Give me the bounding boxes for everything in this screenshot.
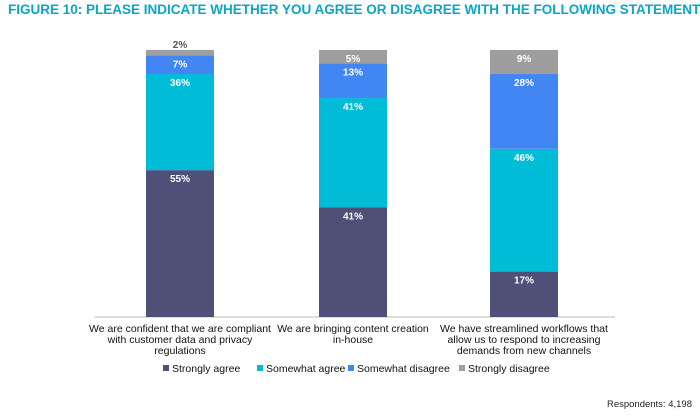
bar-segment-somewhat-disagree-2 — [319, 63, 387, 99]
data-label-strongly-agree-2: 41% — [343, 212, 363, 223]
data-label-somewhat-agree-2: 41% — [343, 102, 363, 113]
bar-segment-somewhat-agree-1 — [146, 74, 214, 171]
legend: Strongly agree Somewhat agree Somewhat dis… — [163, 363, 550, 375]
category-label-3: We have streamlined workflows that allow … — [440, 323, 608, 357]
data-label-somewhat-disagree-1: 7% — [173, 59, 188, 70]
data-label-strongly-disagree-1: 2% — [173, 40, 188, 51]
bar-segment-strongly-disagree-3 — [490, 50, 558, 75]
data-label-somewhat-agree-3: 46% — [514, 153, 534, 164]
data-label-strongly-agree-1: 55% — [170, 174, 190, 185]
chart-title: FIGURE 10: PLEASE INDICATE WHETHER YOU A… — [8, 2, 700, 17]
bar-segment-somewhat-agree-2 — [319, 98, 387, 208]
bar-segment-somewhat-agree-3 — [490, 148, 558, 272]
legend-label-strongly-agree: Strongly agree — [172, 363, 240, 375]
bar-segment-strongly-agree-1 — [146, 170, 214, 317]
category-label-2: We are bringing content creation in-house — [277, 323, 429, 346]
data-label-somewhat-agree-1: 36% — [170, 78, 190, 89]
bar-segment-strongly-agree-3 — [490, 271, 558, 317]
category-label-1: We are confident that we are compliant wi… — [89, 323, 271, 357]
bar-segment-strongly-disagree-2 — [319, 50, 387, 64]
bar-segment-strongly-agree-2 — [319, 207, 387, 317]
legend-label-strongly-disagree: Strongly disagree — [468, 363, 550, 375]
legend-swatch-somewhat-agree — [257, 365, 263, 371]
respondents-footnote: Respondents: 4,198 — [606, 399, 692, 410]
legend-swatch-strongly-disagree — [459, 365, 465, 371]
bar-segment-somewhat-disagree-1 — [146, 55, 214, 75]
data-label-strongly-disagree-3: 9% — [517, 54, 532, 65]
bar-segment-somewhat-disagree-3 — [490, 74, 558, 149]
data-label-strongly-agree-3: 17% — [514, 276, 534, 287]
legend-swatch-strongly-agree — [163, 365, 169, 371]
bars-group: 55% 36% 7% 2% 41% 41% 13% 5% 17% 46% 28% 9% — [146, 40, 558, 317]
legend-label-somewhat-agree: Somewhat agree — [266, 363, 346, 375]
category-labels: We are confident that we are compliant wi… — [89, 323, 608, 357]
data-label-strongly-disagree-2: 5% — [346, 54, 361, 65]
bar-segment-strongly-disagree-1 — [146, 50, 214, 56]
data-label-somewhat-disagree-2: 13% — [343, 67, 363, 78]
legend-swatch-somewhat-disagree — [348, 365, 354, 371]
legend-label-somewhat-disagree: Somewhat disagree — [357, 363, 450, 375]
data-label-somewhat-disagree-3: 28% — [514, 78, 534, 89]
